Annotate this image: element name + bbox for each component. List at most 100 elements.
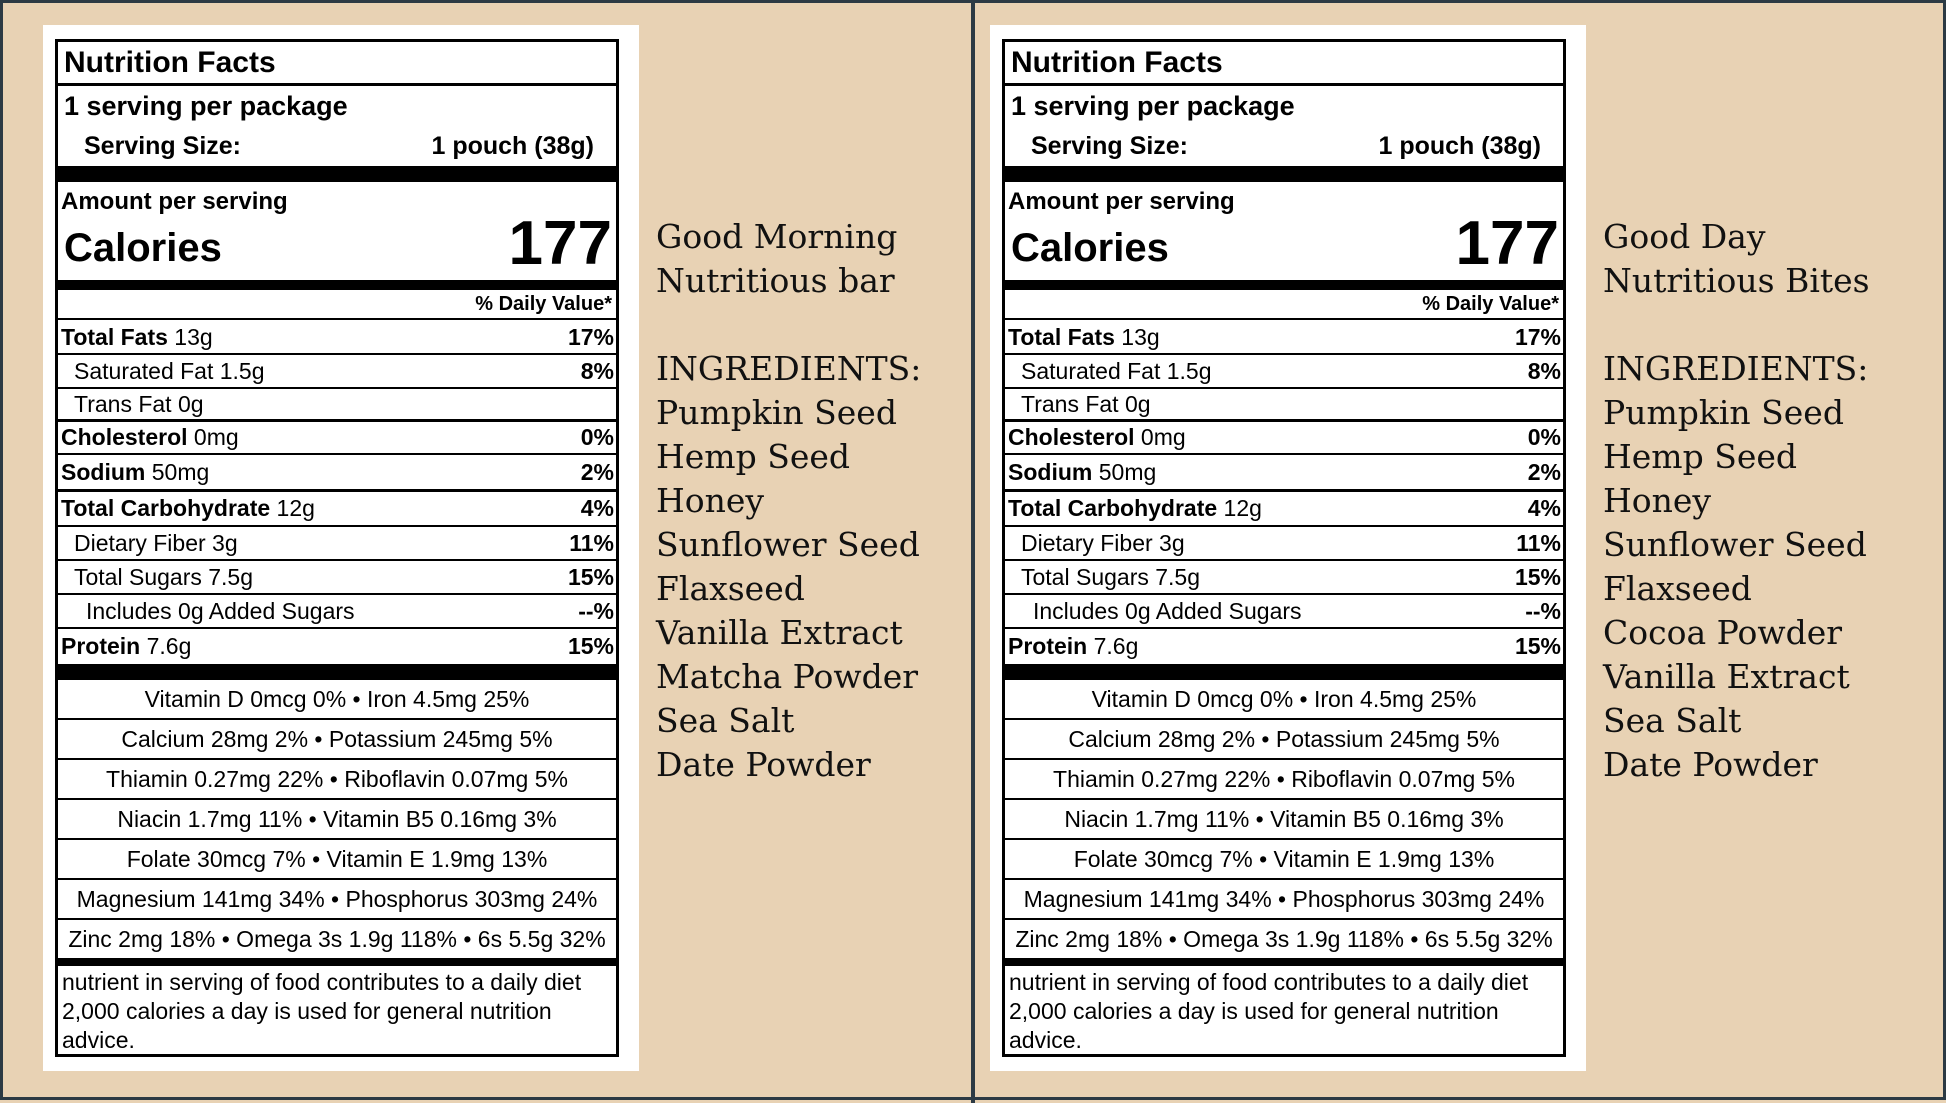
divider-line [58,419,616,422]
divider-line [1005,918,1563,920]
nutrient-name-bold: Cholesterol [1008,424,1135,450]
divider-line [58,559,616,561]
nutrient-row: Trans Fat 0g [1005,388,1563,420]
nutrient-row: Protein 7.6g 15% [1005,628,1563,664]
nutrient-daily-value: 15% [567,633,614,659]
ingredient-item: Matcha Powder [656,657,919,696]
nutrient-name-bold: Total Fats [1008,324,1115,350]
serving-size-label: Serving Size: [1031,132,1188,160]
divider-line [58,878,616,880]
nutrient-name: Includes 0g Added Sugars [86,594,355,628]
divider-line [58,918,616,920]
serving-size-value: 1 pouch (38g) [431,132,594,160]
nutrient-amount: 12g [270,495,315,521]
divider-line [58,718,616,720]
nutrient-amount: Saturated Fat 1.5g [74,358,265,384]
nutrient-amount: 13g [167,324,213,350]
nutrient-amount: Dietary Fiber 3g [74,530,238,556]
nutrient-amount: 50mg [145,459,210,485]
nutrient-amount: Includes 0g Added Sugars [1033,598,1302,624]
ingredient-item: Pumpkin Seed [656,393,897,432]
ingredient-item: Honey [1603,481,1712,520]
nutrient-amount: 7.6g [1087,633,1139,659]
nutrient-row: Includes 0g Added Sugars --% [58,594,616,628]
nutrient-amount: 13g [1114,324,1160,350]
nutrient-name: Trans Fat 0g [74,388,204,420]
divider-line [1005,453,1563,455]
calories-row: Calories 177 [1005,209,1563,280]
nutrition-label-card: Nutrition Facts 1 serving per package Serv… [43,25,639,1071]
label-title: Nutrition Facts [1011,46,1223,79]
nutrient-amount: 0mg [1134,424,1186,450]
nutrient-daily-value: 2% [1527,459,1561,485]
nutrient-row: Dietary Fiber 3g 11% [58,526,616,560]
product-name-line-2: Nutritious bar [656,261,895,300]
divider-line [1005,166,1563,182]
divider-line [1005,353,1563,355]
nutrient-name: Total Fats 13g [61,320,213,354]
spacer [1603,303,1870,347]
nutrient-name: Sodium 50mg [1008,454,1156,490]
nutrient-row: Total Sugars 7.5g 15% [58,560,616,594]
divider-line [1005,958,1563,960]
divider-line [1005,593,1563,595]
ingredient-item: Honey [656,481,765,520]
nutrient-name: Total Carbohydrate 12g [61,490,315,526]
servings-per-package: 1 serving per package [1011,91,1295,121]
divider-line [1005,83,1563,86]
label-footnote: nutrient in serving of food contributes … [62,969,582,1053]
ingredient-item: Sunflower Seed [656,525,920,564]
servings-per-package: 1 serving per package [64,91,348,121]
vitamin-row: Thiamin 0.27mg 22% • Riboflavin 0.07mg 5… [1053,766,1515,792]
nutrient-name-bold: Sodium [61,459,146,485]
ingredient-item: Flaxseed [656,569,805,608]
nutrient-amount: Total Sugars 7.5g [1021,564,1201,590]
nutrient-daily-value: --% [578,598,614,624]
ingredient-item: Pumpkin Seed [1603,393,1844,432]
product-name-line-1: Good Day [1603,217,1766,256]
nutrient-name: Includes 0g Added Sugars [1033,594,1302,628]
ingredient-item: Vanilla Extract [1603,657,1850,696]
nutrient-name: Trans Fat 0g [1021,388,1151,420]
vitamin-row: Calcium 28mg 2% • Potassium 245mg 5% [1068,726,1500,752]
divider-line [1005,718,1563,720]
spacer [656,303,921,347]
ingredient-item: Date Powder [1603,745,1818,784]
ingredient-item: Flaxseed [1603,569,1752,608]
vitamin-row: Folate 30mcg 7% • Vitamin E 1.9mg 13% [126,846,548,872]
vitamin-row: Vitamin D 0mcg 0% • Iron 4.5mg 25% [144,686,530,712]
nutrient-name: Total Sugars 7.5g [1021,560,1200,594]
nutrient-amount: Total Sugars 7.5g [74,564,254,590]
nutrient-daily-value: 17% [567,324,614,350]
vitamin-row: Calcium 28mg 2% • Potassium 245mg 5% [121,726,553,752]
nutrient-name: Dietary Fiber 3g [74,526,238,560]
nutrient-name-bold: Sodium [1008,459,1093,485]
calories-label: Calories [1011,226,1169,270]
nutrient-daily-value: 11% [569,530,614,556]
nutrient-name: Saturated Fat 1.5g [74,354,265,388]
label-footnote: nutrient in serving of food contributes … [1009,969,1529,1053]
nutrient-row: Total Carbohydrate 12g 4% [58,490,616,526]
ingredient-item: Sea Salt [656,701,795,740]
nutrient-daily-value: 11% [1516,530,1561,556]
nutrient-daily-value: 0% [580,424,614,450]
divider-line [1005,525,1563,527]
calories-value: 177 [1455,209,1559,278]
nutrient-daily-value: 0% [1527,424,1561,450]
ingredient-item: Vanilla Extract [656,613,903,652]
vitamin-row: Niacin 1.7mg 11% • Vitamin B5 0.16mg 3% [117,806,557,832]
nutrient-daily-value: 17% [1514,324,1561,350]
divider-line [58,525,616,527]
nutrient-row: Protein 7.6g 15% [58,628,616,664]
nutrient-daily-value: 2% [580,459,614,485]
nutrient-name: Cholesterol 0mg [1008,420,1186,454]
daily-value-heading: % Daily Value* [1422,293,1559,315]
nutrient-amount: 50mg [1092,459,1157,485]
label-title: Nutrition Facts [64,46,276,79]
vitamin-row: Niacin 1.7mg 11% • Vitamin B5 0.16mg 3% [1064,806,1504,832]
divider-line [58,387,616,389]
product-description: Good Morning Nutritious bar INGREDIENTS: Pu… [656,215,921,787]
ingredient-item: Hemp Seed [656,437,851,476]
divider-line [58,166,616,182]
nutrient-daily-value: 8% [1527,358,1561,384]
